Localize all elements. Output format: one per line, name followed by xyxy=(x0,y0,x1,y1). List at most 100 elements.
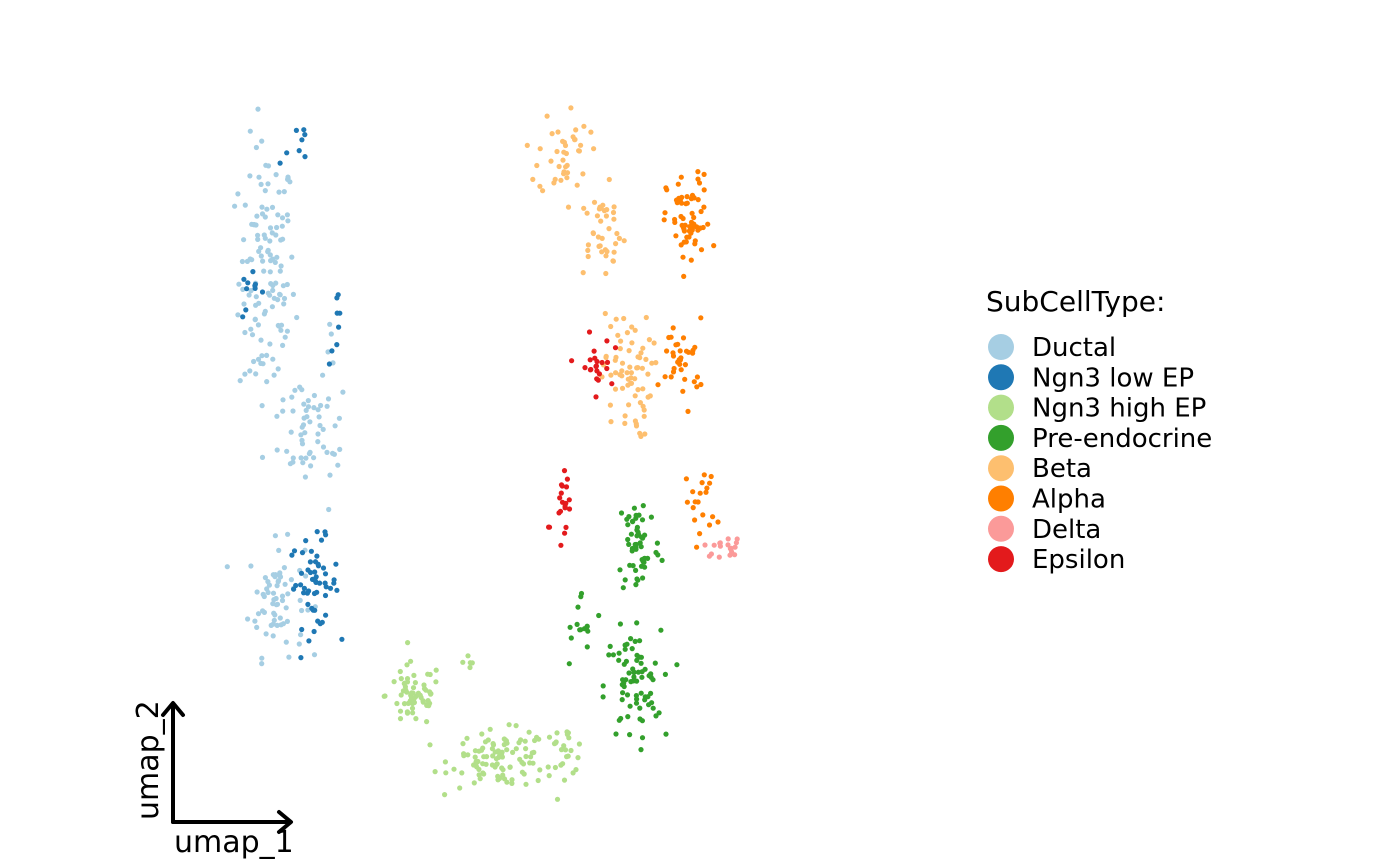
scatter-point xyxy=(270,572,276,578)
scatter-point xyxy=(584,210,590,216)
scatter-point xyxy=(594,368,600,374)
scatter-point xyxy=(259,655,265,661)
legend-label: Pre-endocrine xyxy=(1032,424,1212,454)
scatter-point xyxy=(631,674,637,680)
legend-label: Delta xyxy=(1032,515,1101,545)
scatter-point xyxy=(628,370,635,376)
scatter-point xyxy=(404,662,410,668)
scatter-point xyxy=(235,191,241,197)
scatter-point xyxy=(554,796,561,802)
scatter-point xyxy=(315,431,321,437)
scatter-point xyxy=(654,540,661,546)
scatter-point xyxy=(674,662,680,668)
scatter-point xyxy=(637,705,643,711)
scatter-point xyxy=(526,729,532,735)
scatter-point xyxy=(566,506,573,512)
scatter-point xyxy=(288,429,294,435)
scatter-point xyxy=(285,218,291,224)
scatter-point xyxy=(254,624,260,631)
scatter-point xyxy=(552,764,559,771)
scatter-point xyxy=(307,559,313,565)
scatter-point xyxy=(262,575,268,581)
scatter-point xyxy=(694,544,700,550)
scatter-point xyxy=(286,654,292,660)
scatter-point xyxy=(622,413,628,419)
scatter-point xyxy=(618,338,624,344)
scatter-point xyxy=(666,334,672,341)
scatter-point xyxy=(615,332,621,338)
scatter-point xyxy=(603,353,609,359)
scatter-point xyxy=(301,415,307,421)
scatter-point xyxy=(251,358,257,365)
scatter-point xyxy=(593,394,599,400)
scatter-point xyxy=(580,171,586,177)
legend-label: Ngn3 high EP xyxy=(1032,394,1206,424)
scatter-point xyxy=(556,510,562,516)
scatter-point xyxy=(602,310,608,317)
scatter-point xyxy=(594,376,600,382)
legend-label: Ductal xyxy=(1032,333,1116,363)
scatter-point xyxy=(626,402,632,408)
scatter-point xyxy=(697,490,703,496)
series-ngn3-low-ep xyxy=(240,127,345,661)
scatter-point xyxy=(520,761,527,767)
scatter-point xyxy=(584,623,590,629)
scatter-point xyxy=(585,628,591,634)
scatter-point xyxy=(561,743,567,749)
scatter-point xyxy=(298,455,304,461)
scatter-point xyxy=(312,578,318,584)
scatter-point xyxy=(614,230,620,237)
scatter-point xyxy=(692,238,698,244)
scatter-point xyxy=(523,753,529,760)
scatter-point xyxy=(246,292,252,298)
scatter-point xyxy=(285,175,291,181)
scatter-point xyxy=(333,561,339,567)
scatter-point xyxy=(604,365,610,372)
scatter-point xyxy=(637,716,643,722)
scatter-point xyxy=(472,754,478,760)
scatter-point xyxy=(299,424,305,430)
scatter-point xyxy=(317,422,323,429)
scatter-point xyxy=(534,162,540,169)
scatter-point xyxy=(549,131,555,137)
scatter-point xyxy=(492,763,498,769)
scatter-point xyxy=(279,223,285,229)
scatter-point xyxy=(327,472,333,478)
scatter-point xyxy=(267,225,274,231)
scatter-point xyxy=(546,773,552,779)
scatter-point xyxy=(632,418,639,424)
scatter-point xyxy=(291,548,298,554)
scatter-point xyxy=(617,567,623,573)
scatter-point xyxy=(656,710,662,716)
scatter-point xyxy=(317,621,323,627)
scatter-point xyxy=(337,446,343,452)
scatter-point xyxy=(711,542,717,548)
scatter-point xyxy=(711,243,717,249)
legend-swatch xyxy=(988,364,1014,391)
scatter-point xyxy=(663,731,669,737)
scatter-point xyxy=(607,402,614,408)
scatter-point xyxy=(323,532,329,538)
scatter-point xyxy=(695,197,701,203)
scatter-point xyxy=(289,254,295,260)
scatter-point xyxy=(280,236,286,242)
scatter-point xyxy=(243,307,249,313)
scatter-point xyxy=(255,106,261,112)
scatter-point xyxy=(308,463,314,469)
scatter-point xyxy=(501,776,508,782)
scatter-point xyxy=(267,252,273,258)
scatter-point xyxy=(262,308,268,314)
scatter-point xyxy=(650,705,656,711)
scatter-point xyxy=(402,680,408,686)
scatter-point xyxy=(481,771,487,777)
scatter-point xyxy=(570,770,576,776)
scatter-point xyxy=(303,573,309,579)
scatter-point xyxy=(639,674,645,680)
scatter-point xyxy=(612,345,619,351)
scatter-point xyxy=(702,542,708,548)
scatter-point xyxy=(573,127,579,133)
scatter-point xyxy=(697,225,703,231)
scatter-point xyxy=(269,304,275,310)
scatter-point xyxy=(634,657,640,664)
scatter-point xyxy=(274,224,280,231)
